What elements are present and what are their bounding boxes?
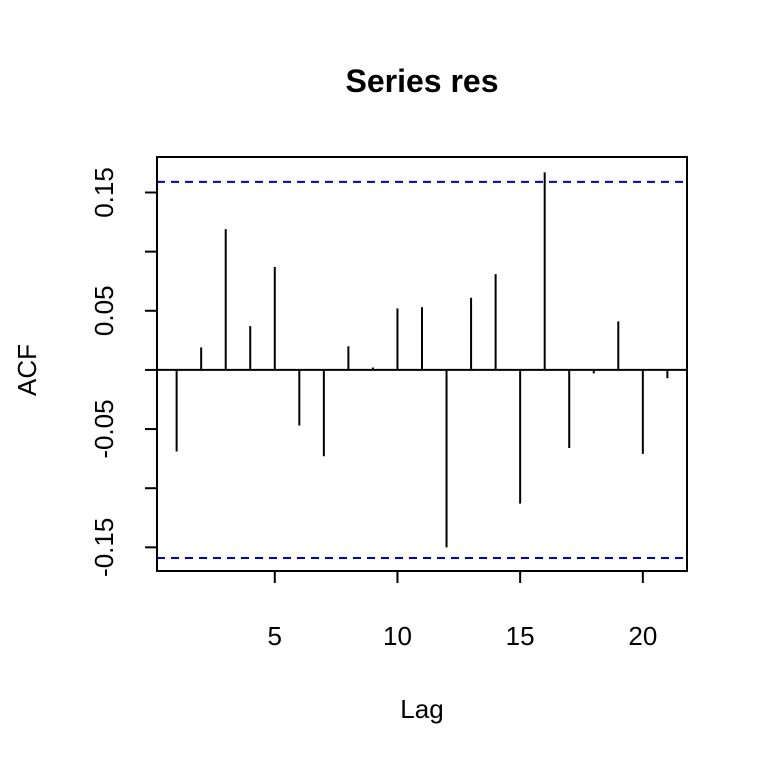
y-tick-label: 0.05 <box>89 285 119 336</box>
y-tick-label: 0.15 <box>89 167 119 218</box>
chart-title: Series res <box>345 63 498 99</box>
x-tick-label: 5 <box>268 621 282 651</box>
chart-marks: 5 10 15 20 -0.15 -0.05 0.05 0.15 <box>89 167 687 651</box>
x-tick-label: 15 <box>506 621 535 651</box>
y-tick-label: -0.05 <box>89 399 119 458</box>
x-tick-label: 10 <box>383 621 412 651</box>
plot-frame <box>156 156 688 572</box>
y-axis-label: ACF <box>12 344 42 396</box>
y-tick-label: -0.15 <box>89 518 119 577</box>
x-tick-label: 20 <box>628 621 657 651</box>
x-axis-label: Lag <box>400 694 443 724</box>
